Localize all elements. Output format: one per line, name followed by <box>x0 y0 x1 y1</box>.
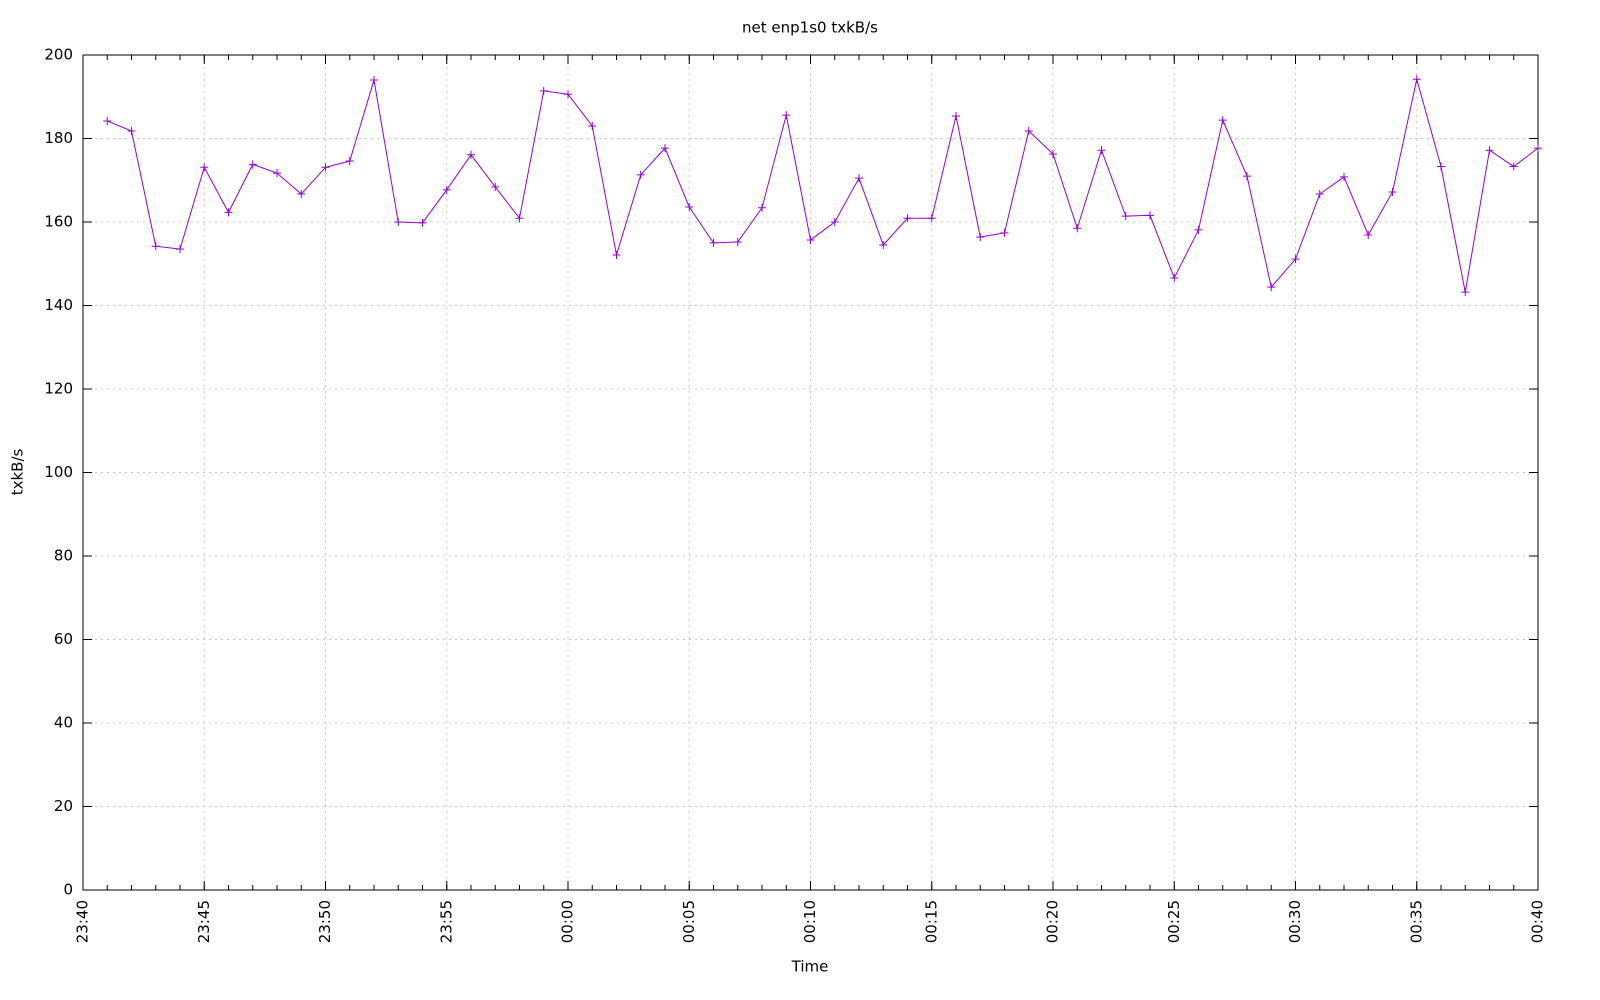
x-tick-label: 00:00 <box>559 900 577 943</box>
point-marker <box>927 214 936 223</box>
point-marker <box>418 218 427 227</box>
point-marker <box>1121 212 1130 221</box>
point-marker <box>1243 172 1251 181</box>
point-marker <box>1437 162 1445 171</box>
x-tick-label: 00:10 <box>801 900 819 943</box>
point-marker <box>612 250 621 259</box>
point-marker <box>758 203 766 212</box>
point-marker <box>879 240 888 249</box>
point-marker <box>564 90 572 99</box>
point-marker <box>345 157 354 166</box>
x-tick-label: 23:50 <box>316 900 334 943</box>
x-tick-label: 00:20 <box>1044 900 1062 943</box>
x-axis-label: Time <box>791 958 829 976</box>
point-marker <box>1024 126 1033 135</box>
y-tick-label: 60 <box>54 630 73 648</box>
x-tick-label: 00:40 <box>1529 900 1547 943</box>
point-marker <box>830 218 839 226</box>
point-marker <box>903 214 912 223</box>
y-axis-label: txkB/s <box>9 449 27 496</box>
point-marker <box>976 233 985 242</box>
point-marker <box>515 214 524 223</box>
point-marker <box>442 185 451 194</box>
point-marker <box>1049 149 1057 158</box>
point-marker <box>394 218 403 226</box>
x-tick-label: 00:15 <box>922 900 940 943</box>
y-tick-label: 160 <box>44 213 73 231</box>
point-marker <box>1388 187 1397 196</box>
point-marker <box>733 238 742 247</box>
series-line <box>107 79 1539 293</box>
point-marker <box>709 238 718 247</box>
point-marker <box>1000 228 1009 237</box>
point-marker <box>176 245 184 254</box>
plot-frame <box>82 54 1539 891</box>
point-marker <box>661 144 669 153</box>
point-marker <box>224 208 233 217</box>
y-tick-label: 180 <box>44 129 73 147</box>
point-marker <box>806 235 815 244</box>
y-tick-label: 40 <box>54 714 73 732</box>
y-tick-label: 20 <box>54 797 73 815</box>
x-tick-label: 00:25 <box>1165 900 1183 943</box>
y-tick-label: 120 <box>44 380 73 398</box>
point-marker <box>1412 75 1421 84</box>
point-marker <box>297 190 306 199</box>
y-tick-label: 140 <box>44 296 73 314</box>
point-marker <box>200 163 209 172</box>
point-marker <box>127 126 136 135</box>
point-marker <box>1170 273 1179 282</box>
point-marker <box>467 150 475 159</box>
x-tick-label: 00:35 <box>1407 900 1425 943</box>
point-marker <box>588 121 597 130</box>
point-marker <box>103 116 112 125</box>
x-tick-label: 23:40 <box>74 900 92 943</box>
point-marker <box>685 202 694 211</box>
point-marker <box>1534 144 1542 153</box>
chart-title: net enp1s0 txkB/s <box>742 19 878 37</box>
point-marker <box>321 163 330 172</box>
point-marker <box>1146 211 1154 220</box>
y-tick-label: 0 <box>63 881 73 899</box>
x-tick-label: 00:05 <box>680 900 698 943</box>
point-marker <box>491 182 500 191</box>
point-marker <box>1194 225 1203 234</box>
point-marker <box>151 242 160 251</box>
point-marker <box>1364 230 1373 239</box>
point-marker <box>855 174 863 183</box>
point-marker <box>1485 146 1494 155</box>
x-tick-label: 23:55 <box>437 900 455 943</box>
point-marker <box>782 111 791 120</box>
y-tick-label: 100 <box>44 463 73 481</box>
point-marker <box>1291 255 1300 264</box>
x-tick-label: 00:30 <box>1286 900 1304 943</box>
point-marker <box>1218 116 1227 125</box>
point-marker <box>1340 172 1348 181</box>
point-marker <box>1461 288 1470 297</box>
point-marker <box>1315 190 1324 199</box>
point-marker <box>1267 283 1276 292</box>
point-marker <box>273 169 281 178</box>
point-marker <box>1509 162 1518 171</box>
y-tick-label: 200 <box>44 46 73 64</box>
point-marker <box>952 111 960 120</box>
point-marker <box>539 86 548 95</box>
x-tick-label: 23:45 <box>195 900 213 943</box>
point-marker <box>248 160 257 169</box>
point-marker <box>636 170 645 179</box>
point-marker <box>1097 146 1106 155</box>
point-marker <box>370 76 378 85</box>
point-marker <box>1073 224 1082 233</box>
y-tick-label: 80 <box>54 547 73 565</box>
